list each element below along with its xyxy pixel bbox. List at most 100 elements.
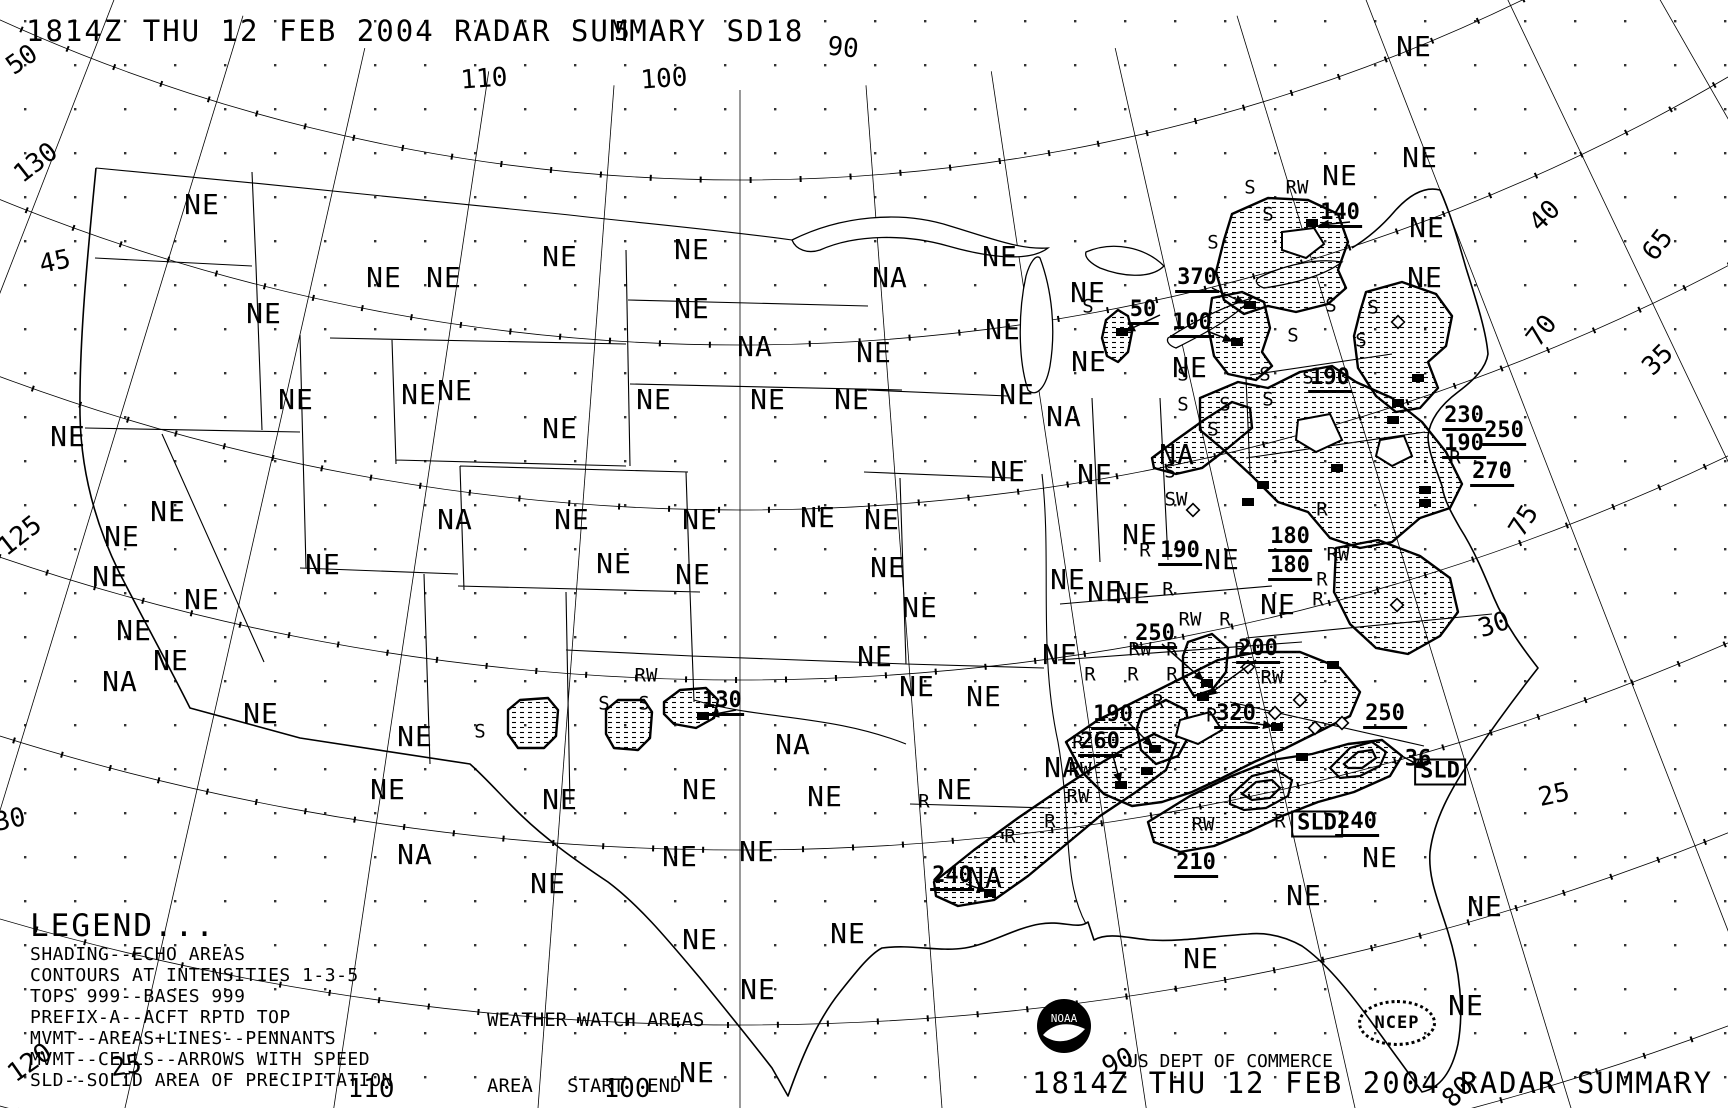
region-label: NE bbox=[50, 420, 86, 453]
region-label: NE bbox=[857, 640, 893, 673]
intensity-label: S bbox=[1207, 231, 1219, 254]
echo-top-label: 210 bbox=[1174, 852, 1218, 878]
intensity-label: R bbox=[1166, 663, 1178, 686]
intensity-label: R bbox=[1312, 588, 1324, 611]
lake-superior bbox=[791, 216, 1051, 258]
legend-line: SLD--SOLID AREA OF PRECIPITATION bbox=[30, 1070, 393, 1091]
leader-arrow bbox=[1206, 659, 1257, 696]
region-label: NE bbox=[899, 670, 935, 703]
echo-cell bbox=[984, 889, 996, 897]
legend-line: SHADING--ECHO AREAS bbox=[30, 944, 246, 965]
region-label: NE bbox=[1122, 518, 1158, 551]
region-label: NE bbox=[662, 840, 698, 873]
intensity-label: S bbox=[1259, 363, 1271, 386]
intensity-label: S bbox=[1367, 296, 1379, 319]
region-label: NA bbox=[1159, 438, 1195, 471]
region-label: NE bbox=[807, 780, 843, 813]
region-label: NA bbox=[102, 665, 138, 698]
intensity-label: RW bbox=[1191, 813, 1215, 836]
appalachian-hole bbox=[1174, 710, 1224, 746]
intensity-label: RW bbox=[1068, 758, 1092, 781]
intensity-label: S bbox=[1302, 366, 1314, 389]
region-label: NE bbox=[1396, 30, 1432, 63]
echo-cell bbox=[1244, 301, 1256, 309]
region-label: NA bbox=[1044, 751, 1080, 784]
legend-line: PREFIX-A--ACFT RPTD TOP bbox=[30, 1007, 291, 1028]
region-label: NA bbox=[872, 261, 908, 294]
echo-cell bbox=[1392, 399, 1404, 407]
intensity-label: S bbox=[1177, 363, 1189, 386]
region-label: NE bbox=[682, 773, 718, 806]
echo-cell bbox=[1306, 219, 1318, 227]
echo-cell bbox=[1116, 328, 1128, 336]
echo-cell bbox=[1419, 499, 1431, 507]
echo-top-label: 180 bbox=[1268, 555, 1312, 581]
leader-arrow bbox=[1399, 754, 1426, 769]
echo-top-label: 180 bbox=[1268, 526, 1312, 552]
echo-cell bbox=[1149, 745, 1161, 753]
upstate-hole bbox=[1281, 226, 1326, 260]
intensity-label: S bbox=[1177, 393, 1189, 416]
region-label: NE bbox=[246, 297, 282, 330]
echo-top-label: 190 bbox=[1308, 367, 1352, 393]
intensity-label: R bbox=[1316, 568, 1328, 591]
mid-atlantic-hole-2 bbox=[1374, 434, 1414, 468]
intensity-label: S bbox=[1082, 295, 1094, 318]
region-label: NE bbox=[1407, 261, 1443, 294]
echo-top-label: 270 bbox=[1470, 461, 1514, 487]
echo-top-label: 250 bbox=[1133, 623, 1177, 649]
open-cell bbox=[1292, 692, 1308, 708]
ncep-logo: NCEP bbox=[1358, 1000, 1436, 1046]
legend-line: TOPS 999--BASES 999 bbox=[30, 986, 246, 1007]
region-label: NE bbox=[1071, 345, 1107, 378]
intensity-label: R bbox=[1127, 663, 1139, 686]
intensity-label: R bbox=[1162, 578, 1174, 601]
open-cell bbox=[1390, 314, 1406, 330]
region-label: NE bbox=[985, 313, 1021, 346]
legend-block: LEGEND... SHADING--ECHO AREAS CONTOURS AT… bbox=[30, 908, 393, 1091]
noaa-gull-icon bbox=[1043, 1024, 1085, 1042]
intensity-label: R bbox=[1152, 690, 1164, 713]
region-label: NE bbox=[1115, 577, 1151, 610]
intensity-label: S bbox=[1355, 329, 1367, 352]
region-label: NE bbox=[437, 374, 473, 407]
region-label: NE bbox=[1402, 141, 1438, 174]
region-label: NE bbox=[1077, 458, 1113, 491]
region-label: NE bbox=[674, 292, 710, 325]
region-label: NE bbox=[999, 378, 1035, 411]
region-label: NE bbox=[1260, 588, 1296, 621]
grid-label: 110 bbox=[459, 62, 509, 96]
leader-arrow bbox=[965, 883, 988, 893]
region-label: NE bbox=[739, 835, 775, 868]
region-label: NE bbox=[990, 455, 1026, 488]
intensity-label: RW bbox=[1260, 666, 1284, 689]
strong-core-2-inner bbox=[1342, 748, 1378, 770]
intensity-label: S bbox=[1219, 393, 1231, 416]
region-label: NE bbox=[153, 644, 189, 677]
echo-top-label: 370 bbox=[1175, 267, 1219, 293]
echo-top-label: 50 bbox=[1127, 299, 1159, 325]
intensity-label: R bbox=[1219, 608, 1231, 631]
region-label: NE bbox=[1042, 638, 1078, 671]
intensity-label: RW bbox=[1128, 638, 1152, 661]
grid-label: 100 bbox=[639, 62, 689, 96]
region-label: NE bbox=[682, 503, 718, 536]
region-label: NA bbox=[737, 330, 773, 363]
region-label: NE bbox=[982, 240, 1018, 273]
region-label: NE bbox=[116, 614, 152, 647]
intensity-label: R bbox=[1044, 810, 1056, 833]
region-label: NE bbox=[426, 261, 462, 294]
leader-line-layer bbox=[708, 219, 1426, 893]
leader-arrow bbox=[1243, 720, 1274, 730]
region-label: NE bbox=[834, 383, 870, 416]
region-label: NE bbox=[1204, 543, 1240, 576]
echo-cell bbox=[1327, 661, 1339, 669]
region-label: NE bbox=[92, 560, 128, 593]
region-label: NA bbox=[437, 503, 473, 536]
echo-top-label: SLD bbox=[1291, 810, 1343, 838]
region-label: NE bbox=[243, 697, 279, 730]
region-label: NE bbox=[675, 558, 711, 591]
echo-cell bbox=[1197, 693, 1209, 701]
region-label: NE bbox=[1467, 890, 1503, 923]
